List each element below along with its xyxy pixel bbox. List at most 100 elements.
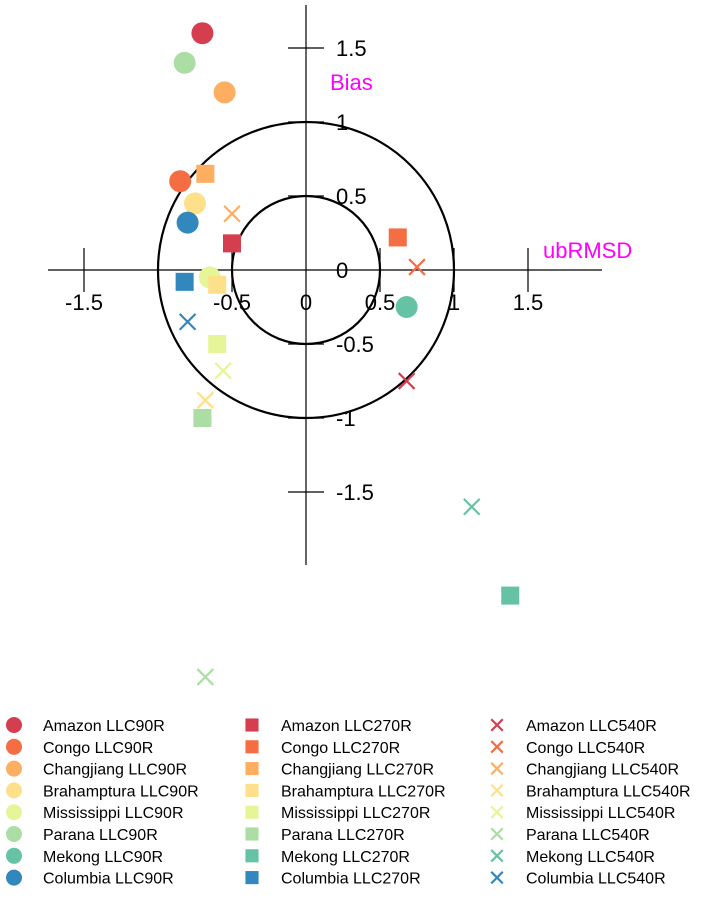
x-tick-label: 1 <box>448 290 460 315</box>
legend-label: Brahamptura LLC270R <box>281 783 446 800</box>
x-marker-stroke <box>490 718 504 732</box>
data-points <box>169 22 520 686</box>
legend-label: Columbia LLC90R <box>43 871 174 888</box>
point-changjiang-llc90r <box>213 81 236 104</box>
legend-label: Parana LLC540R <box>526 827 650 844</box>
legend: Amazon LLC90R Congo LLC90R Changjiang LLC9… <box>6 717 691 888</box>
legend-symbol <box>6 826 22 842</box>
legend-symbol <box>245 849 259 863</box>
legend-label: Congo LLC270R <box>281 740 400 757</box>
legend-label: Changjiang LLC540R <box>526 762 679 779</box>
y-tick-label: -1 <box>336 406 356 431</box>
legend-label: Amazon LLC270R <box>281 718 412 735</box>
legend-label: Mekong LLC540R <box>526 849 655 866</box>
point-parana-llc90r <box>173 51 196 74</box>
point-congo-llc540r <box>408 258 426 276</box>
legend-label: Amazon LLC540R <box>526 718 657 735</box>
legend-item-columbia-llc90r: Columbia LLC90R <box>6 869 174 888</box>
point-parana-llc270r <box>193 408 212 428</box>
legend-label: Mississippi LLC540R <box>526 805 675 822</box>
legend-item-mississippi-llc540r: Mississippi LLC540R <box>490 805 675 822</box>
point-brahamptura-llc270r <box>208 275 227 294</box>
legend-label: Mississippi LLC270R <box>281 805 430 822</box>
x-marker-stroke <box>223 205 241 223</box>
legend-item-amazon-llc90r: Amazon LLC90R <box>6 717 165 735</box>
legend-label: Parana LLC90R <box>43 827 158 844</box>
legend-symbol <box>6 738 22 755</box>
legend-symbol <box>6 847 22 864</box>
legend-symbol <box>6 869 22 886</box>
legend-label: Parana LLC270R <box>281 827 405 844</box>
legend-symbol <box>245 718 259 732</box>
legend-label: Congo LLC540R <box>526 740 645 757</box>
legend-item-brahamptura-llc270r: Brahamptura LLC270R <box>245 783 446 800</box>
legend-item-parana-llc270r: Parana LLC270R <box>245 827 405 844</box>
point-mississippi-llc270r <box>208 334 227 354</box>
legend-label: Columbia LLC270R <box>281 871 421 888</box>
y-tick-label: 1 <box>336 110 348 135</box>
legend-symbol <box>245 805 259 819</box>
legend-item-amazon-llc540r: Amazon LLC540R <box>490 718 657 735</box>
legend-item-columbia-llc270r: Columbia LLC270R <box>245 871 421 888</box>
x-marker-stroke <box>397 372 416 390</box>
legend-item-brahamptura-llc540r: Brahamptura LLC540R <box>490 783 691 800</box>
legend-symbol <box>490 783 504 797</box>
legend-item-parana-llc90r: Parana LLC90R <box>6 826 158 844</box>
legend-symbol <box>245 762 259 776</box>
y-tick-label: 0.5 <box>336 184 367 209</box>
point-parana-llc540r <box>196 668 215 686</box>
point-congo-llc270r <box>388 228 407 247</box>
x-marker-stroke <box>214 361 232 380</box>
legend-symbol <box>490 762 504 776</box>
point-amazon-llc540r <box>397 372 416 390</box>
x-tick-label: 0 <box>300 290 312 315</box>
legend-symbol <box>490 849 504 863</box>
x-marker-stroke <box>463 498 481 516</box>
x-marker-stroke <box>490 849 504 863</box>
point-amazon-llc90r <box>191 22 214 45</box>
legend-symbol <box>6 717 22 733</box>
axes <box>48 5 602 565</box>
x-marker-stroke <box>490 805 504 819</box>
legend-symbol <box>490 871 504 885</box>
legend-symbol <box>245 871 259 885</box>
x-marker-stroke <box>408 258 426 276</box>
point-amazon-llc270r <box>222 234 242 253</box>
legend-symbol <box>245 740 259 754</box>
legend-label: Changjiang LLC270R <box>281 762 434 779</box>
legend-item-mekong-llc540r: Mekong LLC540R <box>490 849 655 866</box>
legend-symbol <box>490 827 504 841</box>
point-columbia-llc270r <box>175 272 194 291</box>
point-changjiang-llc270r <box>196 164 215 183</box>
legend-label: Columbia LLC540R <box>526 871 666 888</box>
legend-label: Brahamptura LLC540R <box>526 783 691 800</box>
point-columbia-llc90r <box>176 211 199 234</box>
x-marker-stroke <box>178 313 197 331</box>
legend-item-amazon-llc270r: Amazon LLC270R <box>245 718 412 735</box>
legend-item-mississippi-llc270r: Mississippi LLC270R <box>245 805 430 822</box>
point-mekong-llc270r <box>501 586 520 605</box>
x-marker-stroke <box>490 827 504 841</box>
legend-symbol <box>490 805 504 819</box>
y-tick-label: 1.5 <box>336 36 367 61</box>
x-marker-stroke <box>490 762 504 776</box>
point-columbia-llc540r <box>178 313 197 331</box>
y-tick-label: 0 <box>336 258 348 283</box>
legend-symbol <box>6 804 22 821</box>
x-marker-stroke <box>490 740 504 754</box>
x-marker-stroke <box>196 668 215 686</box>
point-brahamptura-llc540r <box>196 391 215 409</box>
point-mekong-llc540r <box>463 498 481 516</box>
legend-item-changjiang-llc270r: Changjiang LLC270R <box>245 762 434 779</box>
point-congo-llc90r <box>169 170 192 193</box>
x-tick-label: -0.5 <box>213 290 251 315</box>
legend-item-brahamptura-llc90r: Brahamptura LLC90R <box>6 782 199 800</box>
legend-item-changjiang-llc90r: Changjiang LLC90R <box>6 760 187 779</box>
y-axis-label: Bias <box>330 70 373 95</box>
legend-label: Brahamptura LLC90R <box>43 783 199 800</box>
x-tick-label: 1.5 <box>513 290 544 315</box>
legend-symbol <box>490 740 504 754</box>
x-marker-stroke <box>490 783 504 797</box>
legend-symbol <box>245 783 259 797</box>
